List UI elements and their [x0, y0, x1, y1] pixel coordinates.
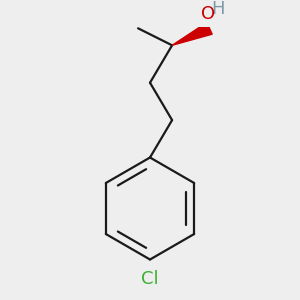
Text: O: O [201, 5, 215, 23]
Text: H: H [211, 0, 225, 18]
Polygon shape [172, 22, 212, 45]
Text: Cl: Cl [141, 270, 159, 288]
